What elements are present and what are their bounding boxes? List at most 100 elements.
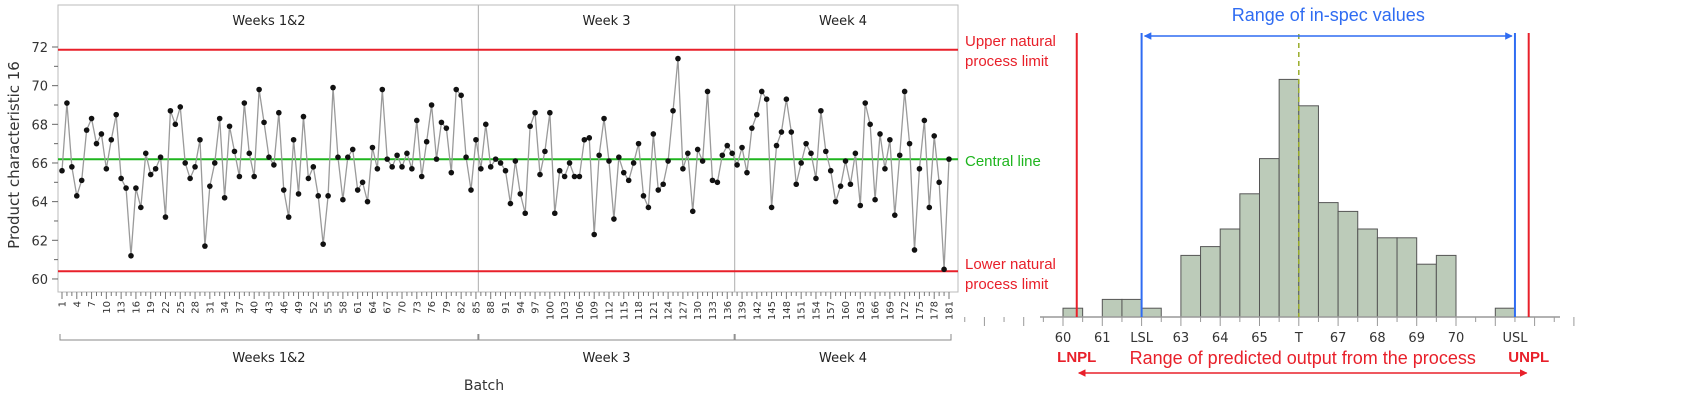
x-tick-label: 136 (723, 301, 734, 320)
data-point (404, 150, 410, 157)
data-point (689, 208, 696, 215)
data-point (916, 165, 923, 172)
x-tick-label: 49 (294, 301, 305, 314)
x-tick-label: 19 (146, 301, 157, 314)
data-point (330, 84, 336, 91)
data-point (655, 187, 662, 193)
histogram-bar (1396, 237, 1418, 318)
control-chart: 60 62 64 66 68 70 72 1 4 7 10 13 16 19 22 25 28 31 34 37 40… (5, 4, 1056, 394)
data-point (709, 177, 716, 184)
histogram-bar (1278, 78, 1300, 318)
histogram-bar (1239, 193, 1260, 318)
group-bracket (734, 334, 952, 341)
data-point (423, 138, 430, 145)
data-point (650, 131, 657, 137)
data-point (103, 165, 110, 172)
x-tick-label: 157 (826, 301, 837, 320)
x-tick-label: 139 (738, 301, 749, 320)
data-point (473, 136, 479, 143)
x-tick-label: 130 (693, 301, 704, 320)
histogram-bar (1121, 298, 1143, 318)
data-point (823, 148, 829, 155)
data-point (487, 164, 494, 170)
histogram-bar (1062, 307, 1084, 318)
histogram-bar (1141, 307, 1162, 318)
histogram-bar (1298, 105, 1319, 318)
x-tick-label: 181 (945, 301, 956, 320)
data-point (433, 156, 440, 162)
y-tick-label: 72 (31, 41, 48, 56)
group-label-bottom: Week 3 (583, 351, 631, 366)
x-tick-label: 67 (383, 301, 394, 314)
data-point (946, 156, 952, 162)
x-tick-label: 16 (131, 301, 142, 314)
data-point (108, 136, 115, 143)
data-point (438, 119, 445, 126)
x-tick-label: 64 (368, 301, 379, 314)
data-point (906, 140, 913, 147)
histogram-tick-label: 61 (1094, 331, 1111, 346)
data-point (335, 154, 341, 160)
x-tick-label: 121 (649, 301, 660, 320)
data-point (729, 150, 735, 157)
spec-range-label: Range of in-spec values (1232, 5, 1425, 25)
data-point (157, 154, 164, 160)
x-tick-label: 40 (250, 301, 261, 314)
data-point (399, 164, 405, 170)
x-tick-label: 160 (841, 301, 852, 320)
data-point (512, 158, 519, 164)
x-tick-label: 178 (930, 301, 941, 320)
data-point (64, 100, 70, 106)
data-point (389, 164, 395, 170)
data-point (803, 140, 809, 147)
data-point (926, 204, 933, 211)
x-tick-label: 73 (412, 301, 423, 314)
data-point (616, 154, 622, 160)
data-point (749, 125, 755, 131)
data-point (182, 160, 188, 166)
data-point (556, 167, 563, 174)
data-point (414, 117, 420, 124)
data-point (837, 183, 844, 189)
data-point (527, 123, 533, 130)
data-point (428, 102, 435, 108)
x-tick-label: 28 (191, 301, 202, 314)
data-point (172, 121, 179, 128)
histogram-bar (1494, 307, 1516, 318)
x-tick-label: 133 (708, 301, 719, 320)
data-point (133, 185, 139, 191)
data-point (453, 86, 460, 93)
data-point (369, 144, 376, 151)
data-point (123, 185, 129, 191)
x-tick-label: 52 (309, 301, 320, 314)
x-axis-title: Batch (464, 378, 504, 394)
histogram-bar (1101, 298, 1123, 318)
data-point (911, 247, 918, 253)
data-point (394, 152, 400, 159)
group-bracket (478, 334, 735, 341)
histogram-tick-label: 69 (1408, 331, 1425, 346)
x-tick-label: 46 (279, 301, 290, 314)
series-line (61, 58, 950, 270)
histogram-bar (1416, 263, 1437, 318)
histogram-tick-label: 70 (1448, 331, 1465, 346)
data-point (660, 181, 666, 188)
data-point (226, 123, 233, 130)
data-point (581, 136, 588, 143)
data-point (300, 113, 307, 120)
data-point (216, 115, 223, 122)
data-point (207, 183, 213, 189)
lnpl-label: LNPL (1057, 349, 1096, 366)
data-point (231, 148, 238, 155)
x-tick-label: 124 (664, 301, 675, 320)
data-point (497, 160, 504, 166)
histogram-bar (1435, 254, 1457, 318)
data-point (349, 146, 356, 153)
data-point (611, 216, 617, 222)
data-point (763, 96, 770, 102)
data-point (290, 136, 297, 143)
x-tick-label: 118 (634, 301, 645, 320)
data-point (478, 165, 484, 172)
data-point (734, 162, 740, 168)
data-point (374, 165, 381, 172)
